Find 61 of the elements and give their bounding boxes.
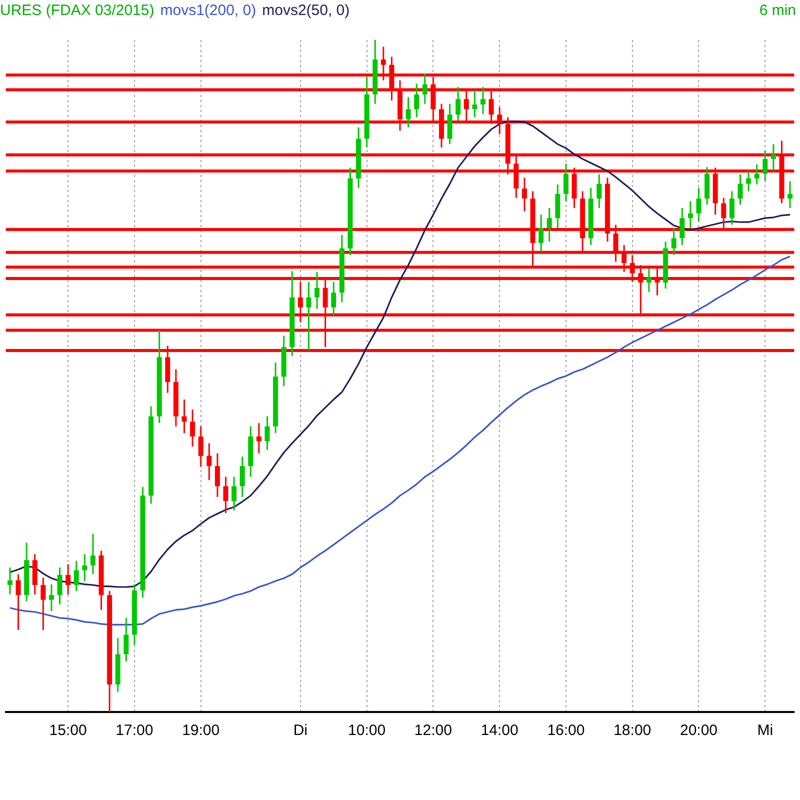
candlestick [729, 190, 734, 226]
x-tick-label: 17:00 [116, 722, 154, 740]
x-tick-label: 20:00 [680, 722, 718, 740]
candlestick [74, 560, 79, 592]
candlestick [538, 214, 544, 252]
candlestick [232, 476, 237, 512]
candlestick [124, 617, 129, 662]
x-tick-label: Mi [757, 722, 774, 740]
candlestick [306, 281, 312, 352]
x-tick-label: 14:00 [480, 722, 518, 740]
text: movs1(200, 0) [160, 2, 256, 19]
candlestick [256, 422, 262, 454]
candlestick [182, 398, 187, 434]
candlestick [16, 573, 21, 631]
x-tick-label: 18:00 [614, 722, 652, 740]
candlestick [754, 164, 760, 186]
candlestick [563, 162, 568, 202]
candlestick [422, 72, 428, 105]
candlestick [57, 566, 62, 606]
candlestick [7, 566, 12, 596]
candlestick [671, 227, 676, 256]
candlestick [746, 170, 752, 192]
candlestick [214, 452, 220, 498]
candlestick [48, 584, 54, 612]
candlestick [456, 86, 461, 122]
candlestick [198, 426, 204, 468]
candlestick [82, 553, 88, 582]
candlestick [696, 187, 702, 222]
candlestick [314, 271, 320, 310]
x-tick-label: 12:00 [414, 722, 452, 740]
candlestick [414, 82, 420, 118]
candlestick [522, 177, 527, 212]
candlestick [406, 96, 411, 128]
candlestick [472, 90, 478, 118]
candlestick [596, 174, 602, 209]
candlestick [788, 180, 793, 209]
candlestick [240, 456, 245, 498]
text: movs2(50, 0) [262, 2, 350, 19]
text: 6 min [759, 2, 796, 19]
candlestick [190, 408, 196, 448]
x-tick-label: 15:00 [49, 722, 87, 740]
x-tick-label: Di [293, 722, 308, 740]
candlestick [66, 563, 71, 596]
candlestick [546, 207, 552, 242]
x-tick-label: 10:00 [348, 722, 386, 740]
candlestick [90, 533, 96, 575]
candlestick [770, 143, 776, 172]
candlestick [40, 576, 46, 631]
candlestick [264, 416, 270, 451]
x-tick-label: 16:00 [547, 722, 585, 740]
candlestick [206, 442, 212, 481]
x-tick-label: 19:00 [182, 722, 220, 740]
candlestick [680, 207, 685, 246]
candlestick [646, 268, 652, 293]
candlestick [762, 150, 768, 182]
candlestick [688, 200, 693, 229]
chart-title: URES (FDAX 03/2015) [0, 2, 154, 19]
candlestick [331, 281, 336, 316]
candlestick [480, 86, 486, 115]
candlestick [738, 174, 743, 206]
candlestick [223, 476, 228, 514]
